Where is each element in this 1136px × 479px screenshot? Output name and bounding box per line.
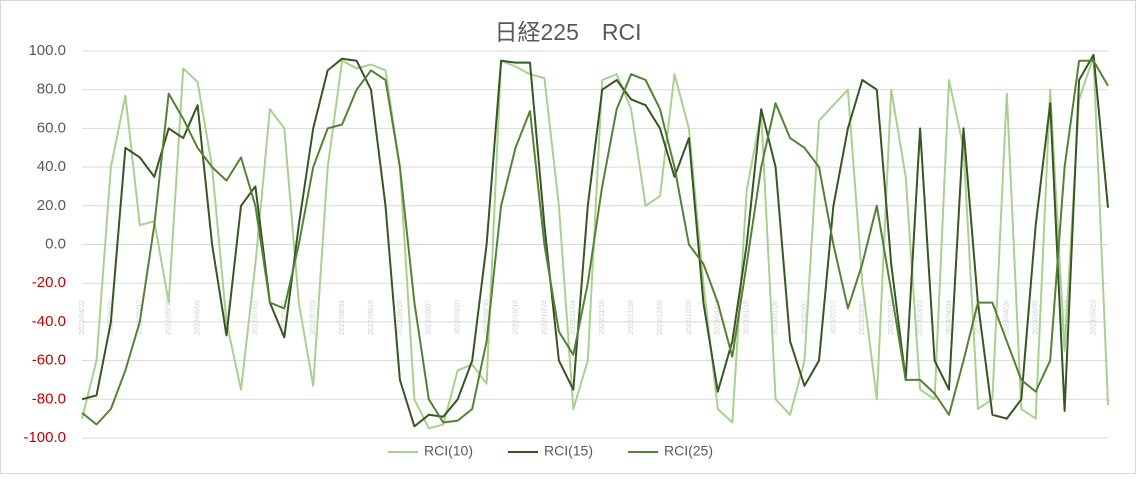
x-tick-label: 2022/06/09: [194, 300, 201, 335]
series-line: [81, 55, 1109, 430]
x-tick-label: 2022/08/04: [339, 300, 346, 335]
x-tick-label: 2023/05/19: [1061, 300, 1068, 335]
x-tick-label: 2022/12/08: [657, 300, 664, 335]
x-tick-label: 2022/05/30: [166, 300, 173, 335]
y-tick-label: 40.0: [37, 158, 66, 175]
y-tick-label: 20.0: [37, 197, 66, 214]
x-tick-label: 2022/12/20: [686, 300, 693, 335]
x-tick-label: 2023/04/14: [975, 300, 982, 335]
x-tick-label: 2023/05/09: [1033, 300, 1040, 335]
x-tick-label: 2022/10/12: [512, 300, 519, 335]
x-tick-label: 2022/11/28: [628, 300, 635, 335]
x-tick-label: 2023/02/17: [830, 300, 837, 335]
y-tick-label: 100.0: [28, 42, 66, 59]
x-tick-label: 2023/04/26: [1004, 300, 1011, 335]
x-tick-label: 2023/03/13: [888, 300, 895, 335]
x-tick-label: 2022/10/24: [541, 300, 548, 335]
x-tick-label: 2023/04/04: [946, 300, 953, 335]
y-tick-label: -100.0: [23, 429, 66, 446]
y-tick-label: 0.0: [45, 235, 66, 252]
y-tick-label: -60.0: [32, 352, 66, 369]
x-tick-label: 2022/09/30: [483, 300, 490, 335]
chart-title: 日経225 RCI: [495, 19, 642, 45]
legend-label: RCI(10): [424, 443, 473, 459]
y-tick-label: 80.0: [37, 81, 66, 98]
x-tick-label: 2022/08/26: [397, 300, 404, 335]
x-tick-label: 2022/04/22: [79, 300, 86, 335]
x-tick-label: 2022/07/13: [281, 300, 288, 335]
y-tick-label: 60.0: [37, 119, 66, 136]
series-line: [81, 53, 1109, 428]
x-tick-label: 2023/01/16: [744, 300, 751, 335]
x-tick-label: 2023/03/23: [917, 300, 924, 335]
x-tick-label: 2023/05/23: [1090, 300, 1097, 335]
x-tick-label: 2022/07/25: [310, 300, 317, 335]
legend-label: RCI(15): [544, 443, 593, 459]
x-tick-label: 2023/01/04: [715, 300, 722, 335]
series-line: [81, 59, 1109, 426]
x-tick-label: 2023/01/26: [772, 300, 779, 335]
y-tick-label: -40.0: [32, 313, 66, 330]
x-tick-label: 2022/08/16: [368, 300, 375, 335]
x-tick-label: 2022/09/20: [455, 300, 462, 335]
x-tick-label: 2022/11/16: [599, 300, 606, 335]
x-tick-label: 2022/07/01: [252, 300, 259, 335]
x-tick-label: 2023/03/01: [859, 300, 866, 335]
x-tick-label: 2022/09/07: [426, 300, 433, 335]
y-tick-label: -80.0: [32, 390, 66, 407]
x-tick-label: 2022/11/04: [570, 300, 577, 335]
y-tick-label: -20.0: [32, 274, 66, 291]
legend-label: RCI(25): [664, 443, 713, 459]
x-tick-label: 2023/02/07: [801, 300, 808, 335]
